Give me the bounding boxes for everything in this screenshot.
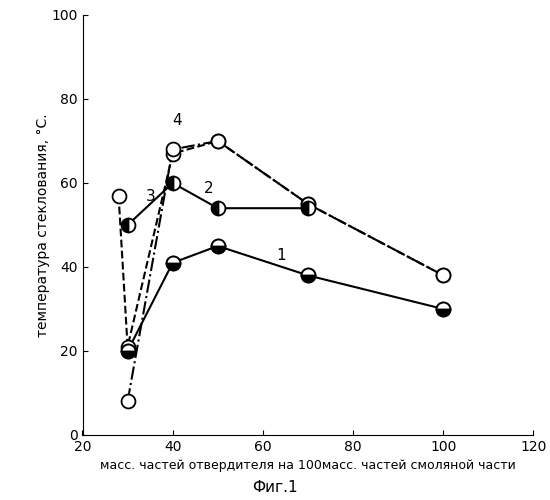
- Text: Фиг.1: Фиг.1: [252, 480, 298, 495]
- Text: 4: 4: [173, 114, 182, 128]
- Text: 1: 1: [277, 248, 286, 263]
- Y-axis label: температура стеклования, °С.: температура стеклования, °С.: [36, 113, 50, 337]
- X-axis label: масс. частей отвердителя на 100масс. частей смоляной части: масс. частей отвердителя на 100масс. час…: [100, 460, 516, 472]
- Text: 2: 2: [204, 180, 214, 196]
- Text: 3: 3: [146, 189, 156, 204]
